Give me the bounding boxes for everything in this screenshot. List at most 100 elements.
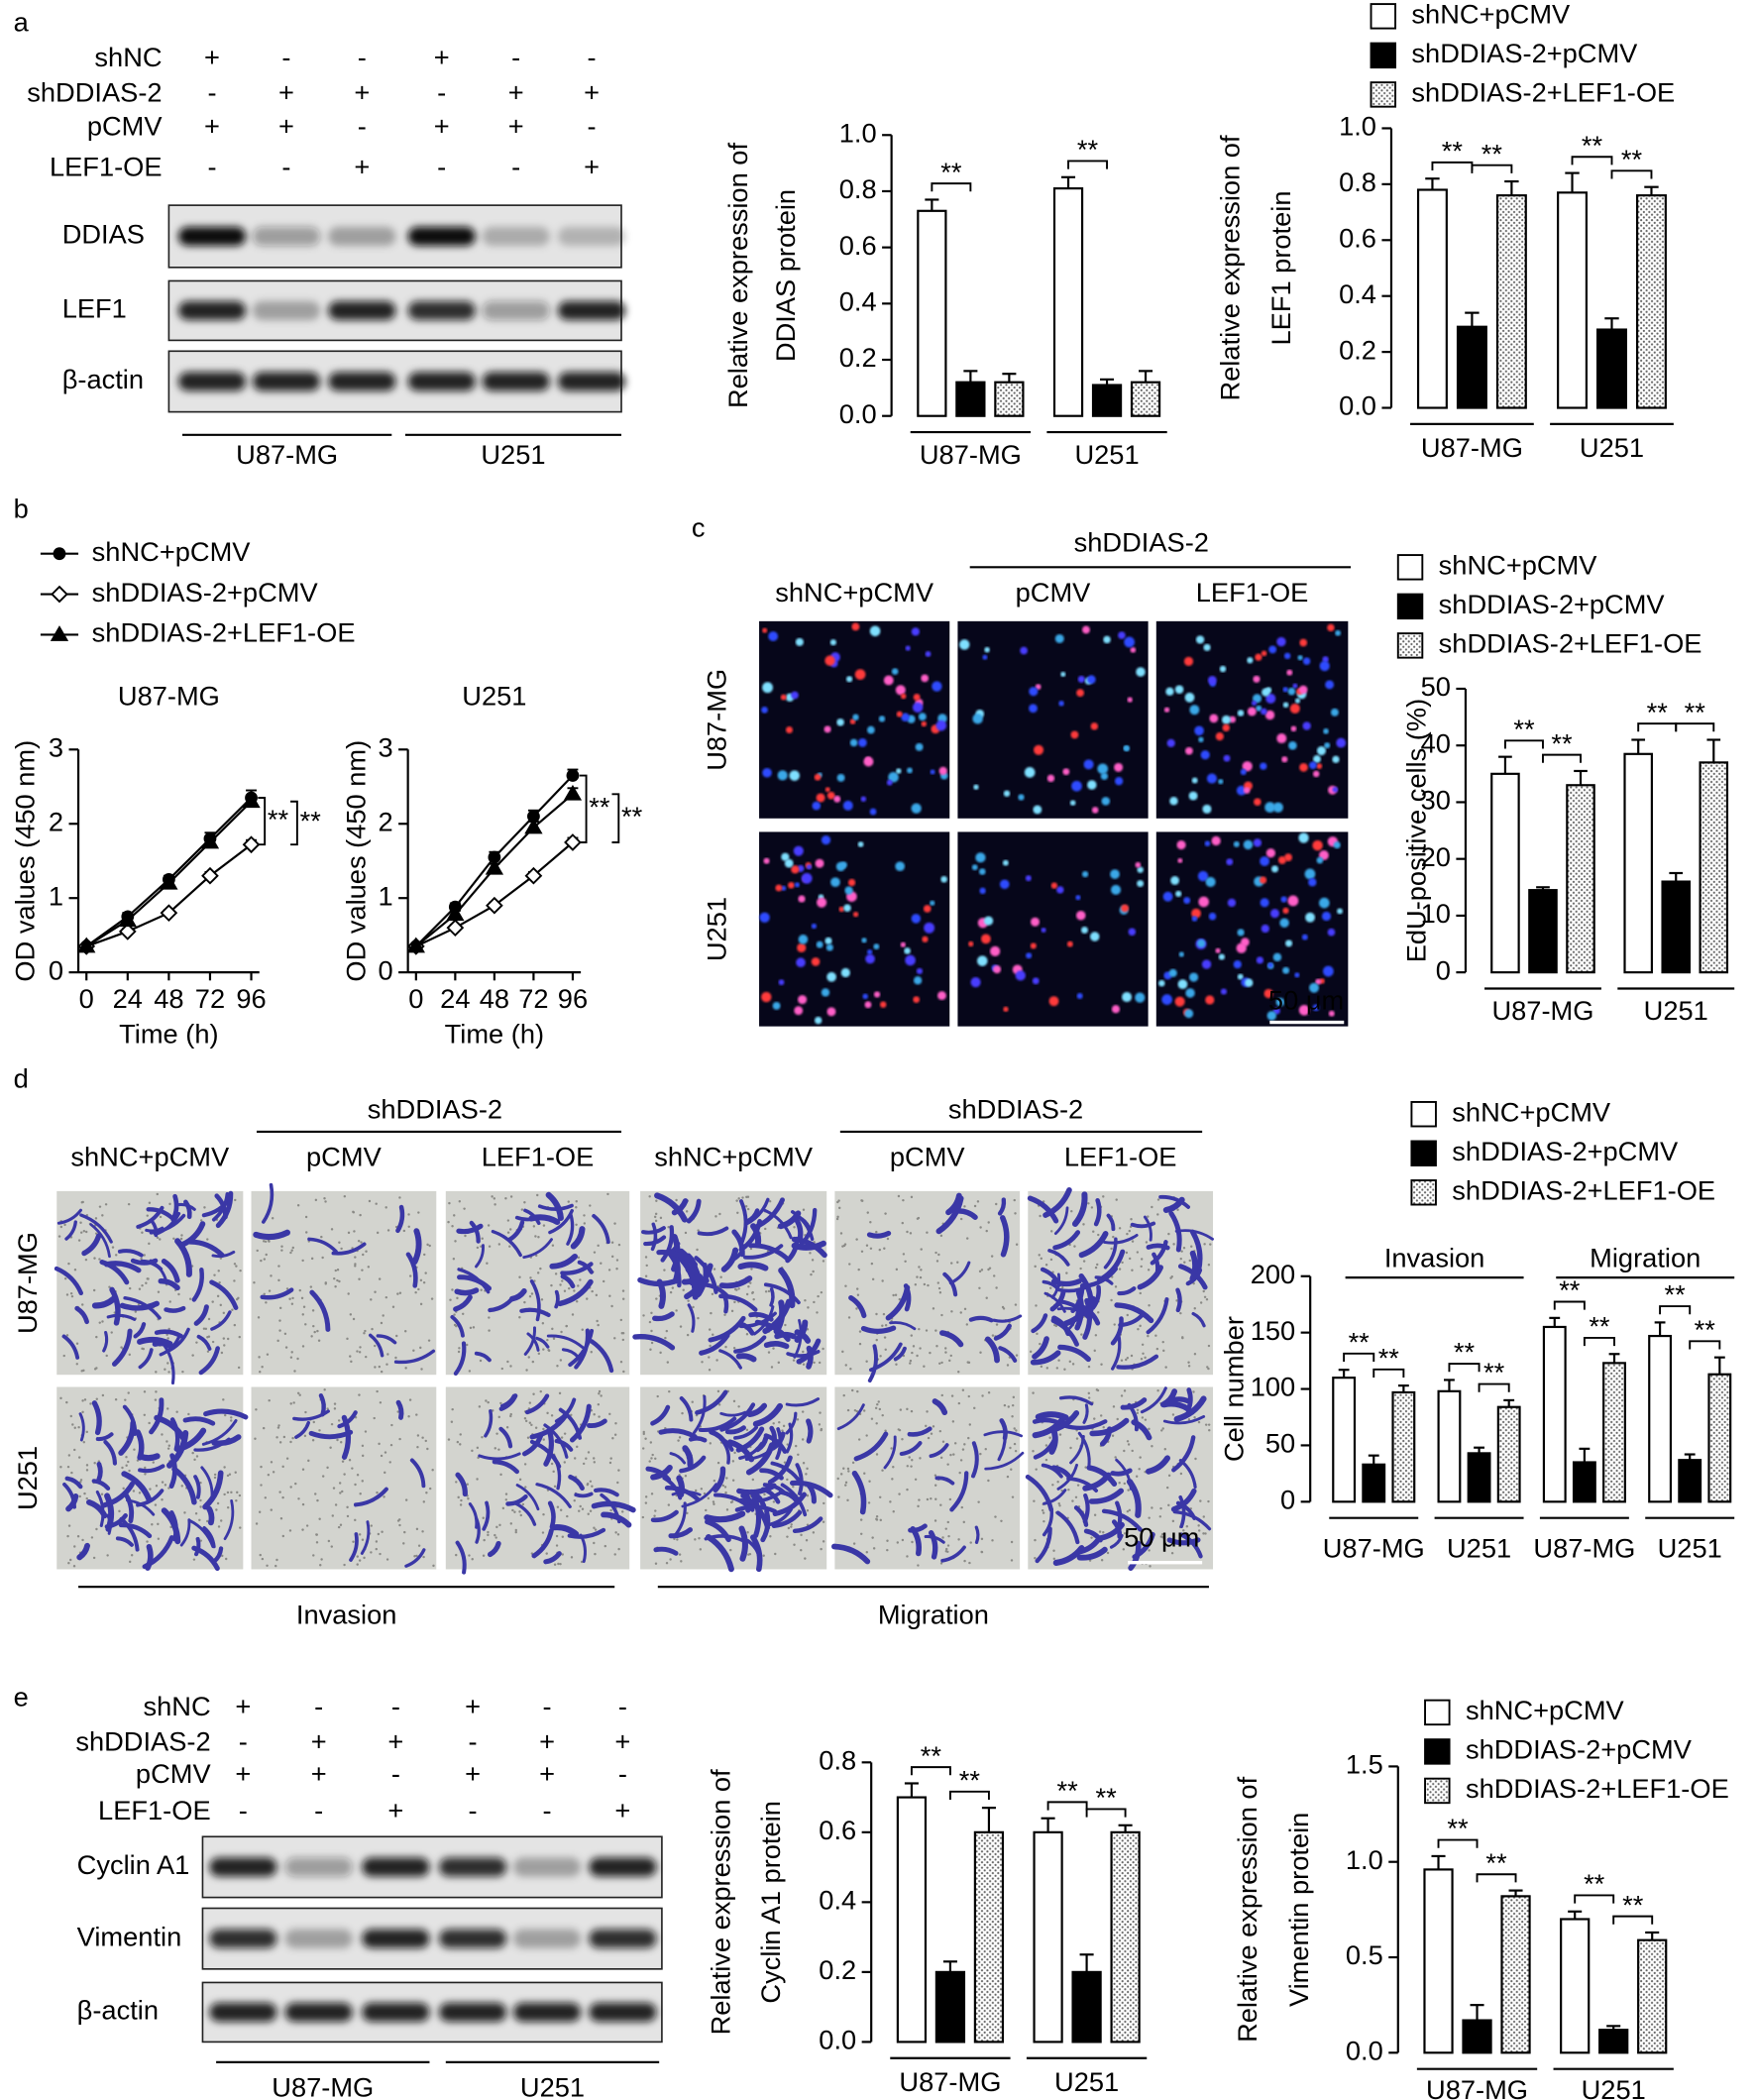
cell-nucleus (768, 631, 779, 642)
membrane-pore (770, 1366, 774, 1369)
membrane-pore (485, 1399, 488, 1402)
significance-bracket (1476, 1873, 1517, 1883)
membrane-pore (415, 1554, 418, 1558)
membrane-pore (132, 1490, 136, 1492)
stained-cell (932, 1398, 948, 1416)
membrane-pore (226, 1491, 230, 1494)
cell-nucleus (1034, 744, 1044, 755)
membrane-pore (1039, 1214, 1042, 1218)
stained-cell (145, 1543, 154, 1571)
membrane-pore (936, 1281, 940, 1284)
cell-nucleus (806, 864, 813, 870)
membrane-pore (457, 1350, 461, 1354)
membrane-pore (1065, 1271, 1068, 1274)
membrane-pore (992, 1274, 996, 1277)
membrane-pore (822, 1540, 825, 1543)
membrane-pore (1115, 1198, 1118, 1201)
membrane-pore (216, 1294, 220, 1298)
membrane-pore (155, 1390, 158, 1393)
membrane-pore (195, 1341, 198, 1344)
band-label: β-actin (62, 364, 144, 394)
stained-cell (146, 1207, 174, 1221)
membrane-pore (206, 1335, 209, 1339)
membrane-pore (480, 1288, 483, 1291)
membrane-pore (957, 1370, 960, 1374)
condition-sign: + (614, 1795, 630, 1825)
micrograph-background (1155, 620, 1349, 819)
membrane-pore (415, 1527, 419, 1531)
membrane-pore (879, 1355, 882, 1358)
membrane-pore (122, 1487, 125, 1491)
membrane-pore (899, 1408, 903, 1411)
stained-cell (122, 1404, 138, 1436)
stained-cell (1168, 1210, 1182, 1253)
cell-nucleus (1202, 804, 1212, 814)
stained-cell (799, 1217, 813, 1234)
stained-cell (672, 1254, 681, 1284)
membrane-pore (1137, 1327, 1140, 1331)
membrane-pore (962, 1520, 966, 1524)
stained-cell (393, 1349, 436, 1365)
stained-cell (118, 1522, 153, 1539)
blot-band (512, 1929, 582, 1948)
membrane-pore (547, 1349, 550, 1352)
stained-cell (482, 1500, 491, 1531)
membrane-pore (745, 1428, 749, 1432)
membrane-pore (467, 1496, 470, 1500)
cell-nucleus (1069, 800, 1076, 806)
membrane-pore (819, 1411, 822, 1414)
membrane-pore (121, 1466, 124, 1470)
stained-cell (1062, 1419, 1108, 1430)
membrane-pore (165, 1333, 168, 1337)
stained-cell (586, 1418, 607, 1428)
cell-nucleus (896, 711, 903, 718)
cell-nucleus (852, 714, 859, 720)
panel-letter: b (14, 493, 29, 523)
membrane-pore (93, 1257, 96, 1260)
cell-nucleus (913, 996, 921, 1004)
micrograph (1155, 831, 1349, 1027)
stained-cell (376, 1334, 397, 1345)
membrane-pore (1204, 1532, 1207, 1535)
membrane-pore (1160, 1533, 1164, 1536)
stained-cell (454, 1287, 480, 1296)
blot-band (362, 1857, 430, 1877)
membrane-pore (679, 1325, 683, 1328)
cell-nucleus (1316, 745, 1327, 756)
column-group-label: shDDIAS-2 (368, 1094, 502, 1125)
cell-nucleus (1162, 891, 1173, 902)
row-label: U87-MG (701, 669, 731, 771)
cell-nucleus (1175, 890, 1182, 898)
membrane-pore (333, 1402, 337, 1405)
membrane-pore (168, 1300, 171, 1303)
column-label: shNC+pCMV (654, 1141, 814, 1171)
stained-cell (1189, 1229, 1203, 1273)
cell-nucleus (1205, 995, 1215, 1005)
significance-bracket (1675, 722, 1715, 732)
cell-nucleus (1299, 638, 1308, 647)
membrane-pore (678, 1553, 682, 1556)
membrane-pore (1125, 1251, 1129, 1255)
micrograph (957, 831, 1149, 1027)
blot-band (177, 372, 247, 391)
membrane-pore (1193, 1306, 1196, 1310)
membrane-pore (875, 1338, 878, 1342)
cell-nucleus (1089, 932, 1100, 941)
membrane-pore (556, 1505, 560, 1508)
stained-cell (676, 1475, 685, 1498)
x-axis-label: Time (h) (119, 1018, 218, 1049)
membrane-pore (654, 1219, 658, 1223)
legend-label: shNC+pCMV (1466, 1695, 1625, 1725)
membrane-pore (79, 1221, 82, 1224)
stained-cell (668, 1527, 693, 1539)
membrane-pore (530, 1423, 533, 1427)
membrane-pore (1127, 1489, 1130, 1492)
membrane-pore (281, 1495, 284, 1499)
membrane-pore (1034, 1265, 1037, 1269)
stained-cell (984, 1336, 1000, 1364)
membrane-pore (211, 1340, 215, 1344)
membrane-pore (806, 1467, 809, 1471)
membrane-pore (1202, 1532, 1205, 1535)
membrane-pore (1042, 1511, 1045, 1514)
cell-nucleus (812, 801, 822, 811)
